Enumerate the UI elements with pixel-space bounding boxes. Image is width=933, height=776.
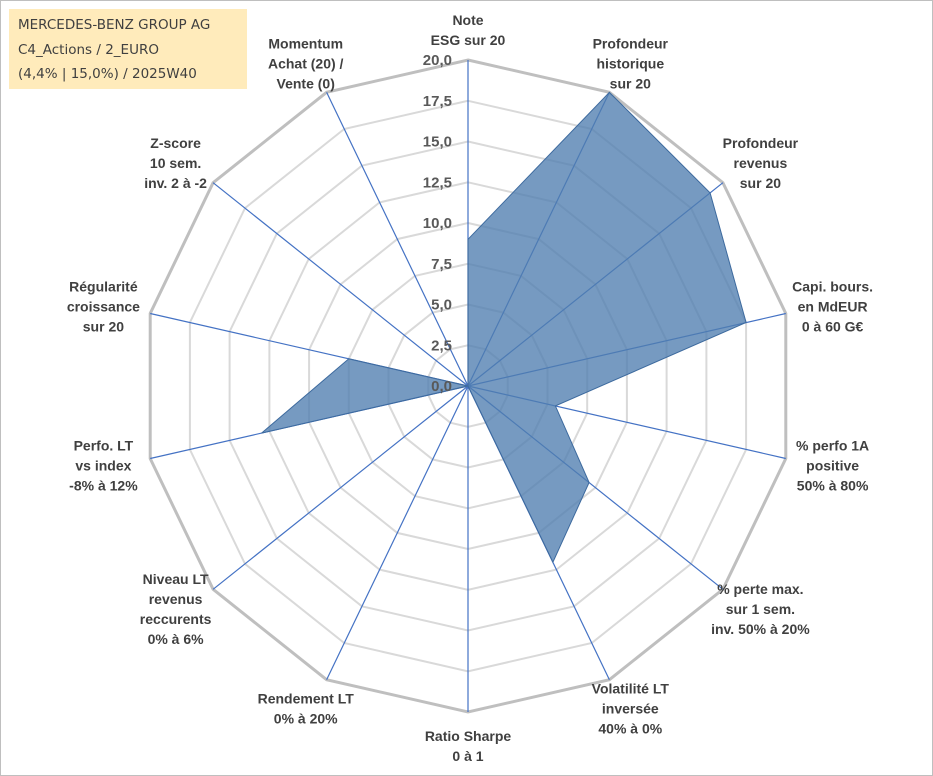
axis-label-line: Capi. bours. <box>792 278 873 294</box>
axis-label-group: Ratio Sharpe 0 à 1 <box>425 728 512 764</box>
tick-labels: 0,0 2,5 5,0 7,5 10,0 12,5 15,0 17,5 20,0 <box>423 52 452 395</box>
axis-label-line: 40% à 0% <box>598 721 662 737</box>
title-line-2: C4_Actions / 2_EURO <box>18 41 159 58</box>
axis-label-group: Régularité croissance sur 20 <box>67 278 140 334</box>
axis-label-line: revenus <box>149 591 203 607</box>
axis-label-line: en MdEUR <box>798 298 868 314</box>
axis-label-group: Momentum Achat (20) / Vente (0) <box>268 36 344 92</box>
axis-label-line: 0% à 20% <box>274 711 338 727</box>
axis-label-line: Note <box>452 12 483 28</box>
axis-label-line: Z-score <box>150 135 201 151</box>
axis-label-group: Perfo. LT vs index -8% à 12% <box>69 438 138 494</box>
tick-label: 15,0 <box>423 134 452 151</box>
axis-label-line: % perfo 1A <box>796 438 869 454</box>
axis-label-line: croissance <box>67 298 140 314</box>
axis-label-group: % perte max. sur 1 sem. inv. 50% à 20% <box>711 581 810 637</box>
title-line-1: MERCEDES-BENZ GROUP AG <box>18 17 211 33</box>
axis-label-line: sur 20 <box>740 175 781 191</box>
title-box: MERCEDES-BENZ GROUP AG C4_Actions / 2_EU… <box>9 9 247 89</box>
axis-label-line: vs index <box>75 458 131 474</box>
axis-label-line: positive <box>806 458 859 474</box>
axis-label-line: Régularité <box>69 278 138 294</box>
axis-label-line: Vente (0) <box>277 76 335 92</box>
axis-spoke <box>326 385 469 680</box>
axis-label-line: inversée <box>602 701 659 717</box>
axis-label-line: Niveau LT <box>143 571 209 587</box>
axis-label-group: Note ESG sur 20 <box>431 12 506 48</box>
axis-label-line: revenus <box>734 155 788 171</box>
axis-label-line: 50% à 80% <box>797 478 869 494</box>
tick-label: 20,0 <box>423 52 452 69</box>
tick-label: 0,0 <box>431 378 452 395</box>
title-line-3: (4,4% | 15,0%) / 2025W40 <box>18 66 197 82</box>
axis-label-line: Rendement LT <box>258 691 355 707</box>
axis-label-line: Achat (20) / <box>268 56 344 72</box>
axis-label-line: 10 sem. <box>150 155 201 171</box>
axis-label-group: Profondeur historique sur 20 <box>593 36 669 92</box>
axis-label-line: % perte max. <box>717 581 803 597</box>
axis-spoke <box>326 92 469 387</box>
axis-label-line: Perfo. LT <box>74 438 134 454</box>
axis-label-group: Profondeur revenus sur 20 <box>723 135 799 191</box>
axis-label-line: sur 20 <box>83 318 124 334</box>
axis-label-line: Profondeur <box>723 135 799 151</box>
tick-label: 17,5 <box>423 93 452 110</box>
axis-label-line: historique <box>596 56 664 72</box>
tick-label: 10,0 <box>423 215 452 232</box>
axis-label-line: 0% à 6% <box>148 631 205 647</box>
axis-label-group: Niveau LT revenus reccurents 0% à 6% <box>140 571 212 647</box>
axis-label-line: Momentum <box>268 36 343 52</box>
axis-label-line: reccurents <box>140 611 212 627</box>
tick-label: 12,5 <box>423 174 452 191</box>
axis-label-group: Volatilité LT inversée 40% à 0% <box>592 681 670 737</box>
tick-label: 7,5 <box>431 256 452 273</box>
axis-label-line: Profondeur <box>593 36 669 52</box>
axis-label-line: sur 1 sem. <box>726 601 795 617</box>
axis-label-line: Volatilité LT <box>592 681 670 697</box>
tick-label: 5,0 <box>431 297 452 314</box>
axis-spoke <box>212 385 469 590</box>
axis-label-line: inv. 2 à -2 <box>144 175 207 191</box>
axis-label-line: 0 à 60 G€ <box>802 318 864 334</box>
axis-label-line: sur 20 <box>610 76 651 92</box>
series-polygon <box>261 91 747 564</box>
axis-label-line: -8% à 12% <box>69 478 138 494</box>
axis-label-group: Z-score 10 sem. inv. 2 à -2 <box>144 135 207 191</box>
axis-label-line: inv. 50% à 20% <box>711 621 810 637</box>
axis-label-group: Capi. bours. en MdEUR 0 à 60 G€ <box>792 278 873 334</box>
axis-label-line: 0 à 1 <box>452 748 483 764</box>
tick-label: 2,5 <box>431 337 452 354</box>
axis-spoke <box>212 182 469 387</box>
axis-label-line: ESG sur 20 <box>431 32 506 48</box>
axis-labels: Note ESG sur 20 Profondeur historique sur 20… <box>67 12 873 764</box>
axis-label-group: Rendement LT 0% à 20% <box>258 691 355 727</box>
axis-label-group: % perfo 1A positive 50% à 80% <box>796 438 869 494</box>
axis-label-line: Ratio Sharpe <box>425 728 512 744</box>
